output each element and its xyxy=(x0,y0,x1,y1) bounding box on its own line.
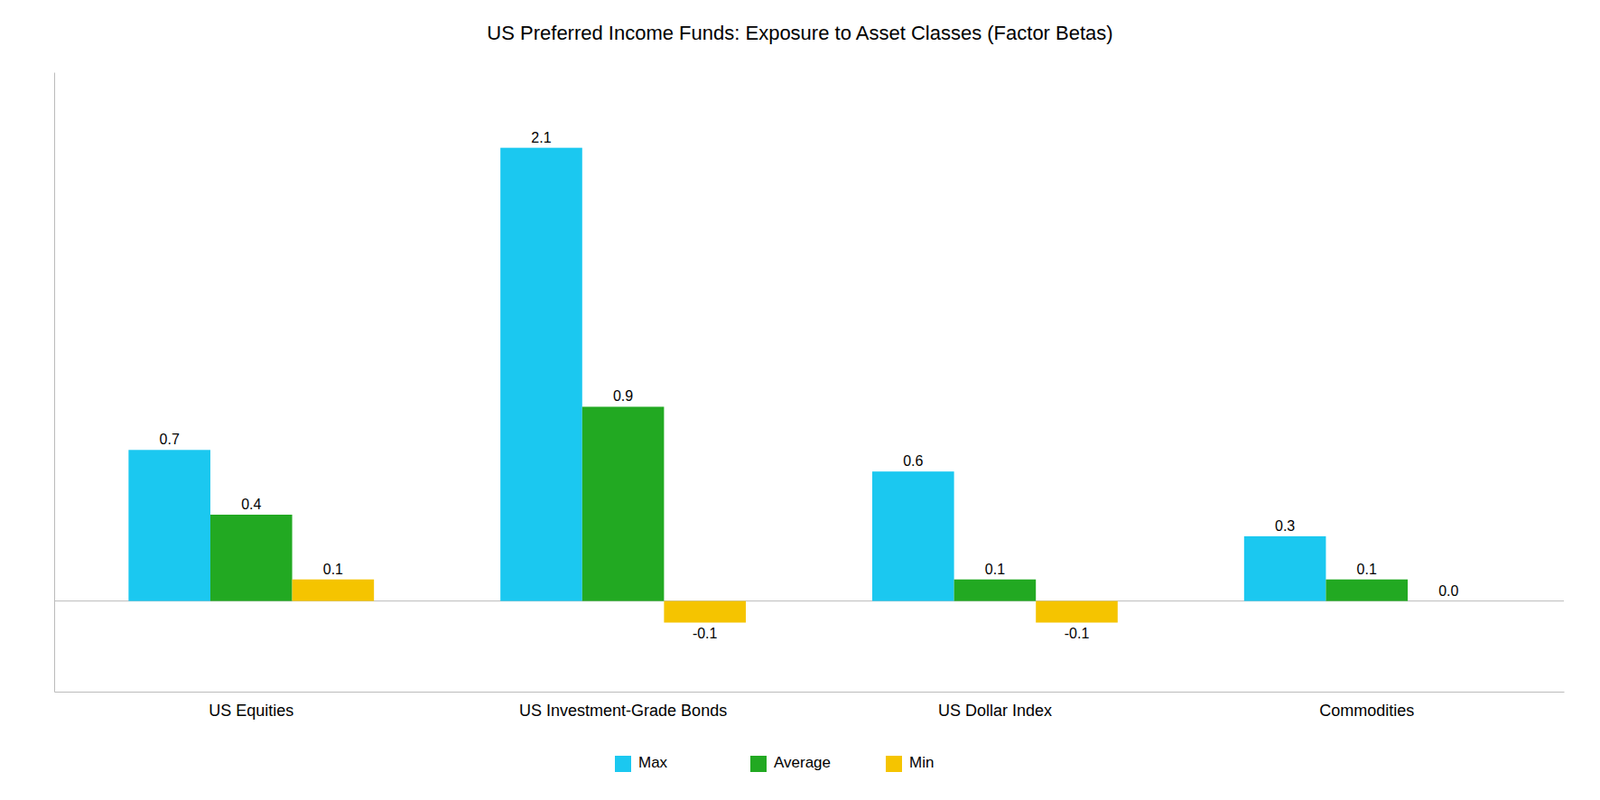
data-label: -0.1 xyxy=(1064,625,1090,642)
bar xyxy=(954,579,1037,602)
x-tick-label: Commodities xyxy=(1319,701,1414,720)
bar xyxy=(872,471,955,601)
bar xyxy=(210,514,293,602)
y-axis-line xyxy=(54,73,56,693)
data-label: 0.4 xyxy=(241,496,261,512)
data-label: 0.1 xyxy=(323,561,344,577)
chart: US Equities US Investment-Grade Bonds US D… xyxy=(0,0,1600,800)
title: US Preferred Income Funds: Exposure to A… xyxy=(486,21,1113,45)
legend-label: Max xyxy=(638,753,669,772)
bar xyxy=(1407,600,1490,602)
legend-swatch xyxy=(614,755,632,773)
x-tick-label: US Equities xyxy=(208,701,294,720)
data-label: 0.7 xyxy=(159,431,180,447)
x-axis-line xyxy=(55,691,1565,693)
data-label: 0.0 xyxy=(1438,583,1459,599)
x-tick-label: US Dollar Index xyxy=(938,701,1052,720)
plot: US Equities US Investment-Grade Bonds US D… xyxy=(54,73,1565,720)
bar xyxy=(1035,601,1118,624)
y-axis xyxy=(54,73,56,693)
data-labels: 0.7 2.1 0.6 0.3 0.4 0.9 0.1 0.1 0.1 -0.1 -0.1 0.0 xyxy=(159,130,1460,642)
x-tick: US Dollar Index xyxy=(938,691,1052,720)
bars xyxy=(128,148,1408,624)
bar xyxy=(1244,536,1327,602)
legend-item: Average xyxy=(750,753,831,773)
x-tick-label: US Investment-Grade Bonds xyxy=(519,701,727,720)
data-label: 2.1 xyxy=(530,130,551,146)
legend-swatch xyxy=(750,755,767,773)
legend-item: Max xyxy=(614,753,669,773)
data-label: 0.3 xyxy=(1274,518,1295,534)
x-tick: Commodities xyxy=(1319,691,1414,720)
legend-item: Min xyxy=(885,753,934,773)
x-tick: US Equities xyxy=(208,691,294,720)
bar xyxy=(128,449,211,601)
legend: Max Average Min xyxy=(614,753,934,773)
data-label: 0.1 xyxy=(1357,561,1377,577)
bar xyxy=(582,406,665,601)
legend-swatch xyxy=(885,755,903,773)
legend-label: Min xyxy=(909,753,934,772)
bar xyxy=(500,148,583,602)
bar xyxy=(292,579,375,602)
x-axis: US Equities US Investment-Grade Bonds US D… xyxy=(55,691,1565,720)
data-label: 0.1 xyxy=(985,561,1005,577)
bar xyxy=(1325,579,1408,602)
data-label: -0.1 xyxy=(692,625,718,642)
bar xyxy=(663,601,746,624)
data-label: 0.6 xyxy=(902,453,923,469)
data-label: 0.9 xyxy=(613,388,633,404)
legend-label: Average xyxy=(773,753,831,772)
x-tick: US Investment-Grade Bonds xyxy=(519,691,727,720)
